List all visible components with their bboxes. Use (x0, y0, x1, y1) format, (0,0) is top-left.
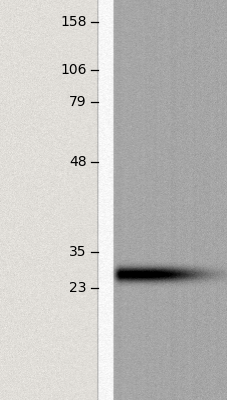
Text: 48: 48 (69, 155, 86, 169)
Text: 158: 158 (60, 15, 86, 29)
Text: 79: 79 (69, 95, 86, 109)
Text: 106: 106 (60, 63, 86, 77)
Text: 35: 35 (69, 245, 86, 259)
Text: 23: 23 (69, 281, 86, 295)
